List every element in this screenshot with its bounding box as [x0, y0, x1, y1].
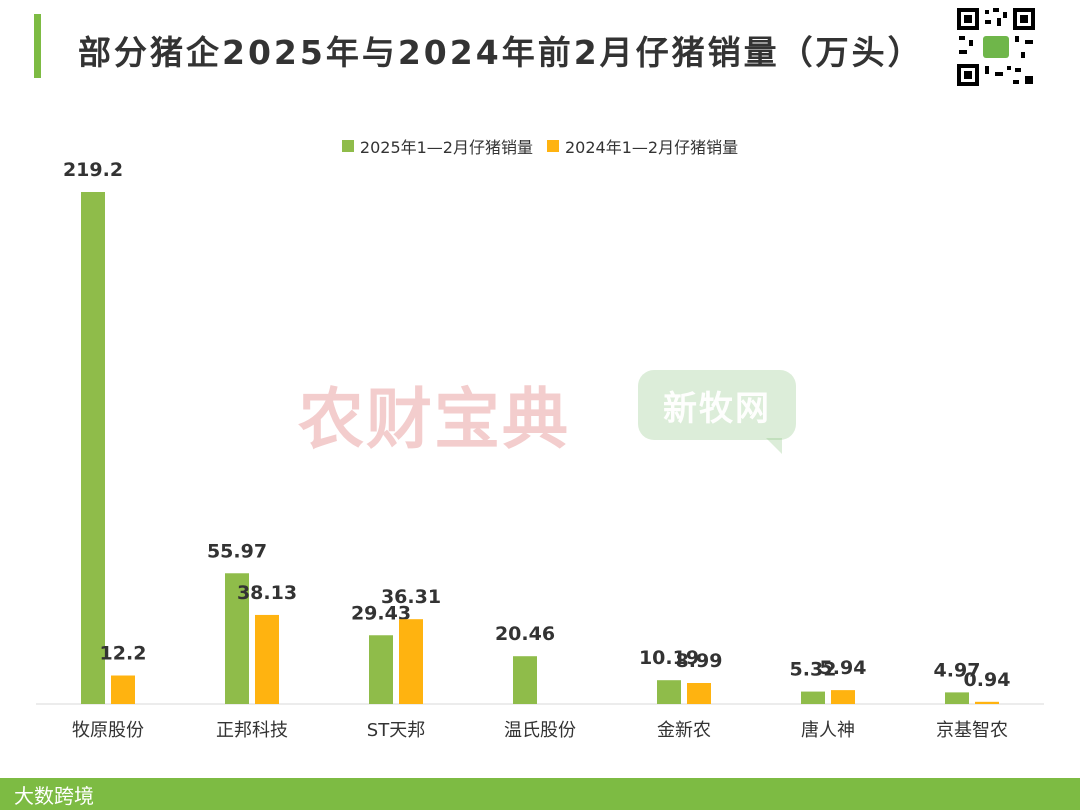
qr-code-icon — [955, 6, 1037, 88]
data-label: 12.2 — [100, 643, 147, 665]
data-label: 5.32 — [790, 659, 837, 681]
x-tick-label: ST天邦 — [367, 720, 425, 741]
legend-swatch-2024 — [547, 140, 559, 152]
legend-label-2024: 2024年1—2月仔猪销量 — [565, 138, 739, 157]
bar-2025 — [513, 656, 537, 704]
data-label: 38.13 — [237, 582, 297, 604]
bar-2025 — [945, 692, 969, 704]
data-label: 55.97 — [207, 540, 267, 562]
x-tick-label: 唐人神 — [801, 720, 855, 741]
watermark-nongcai: 农财宝典 — [298, 381, 570, 458]
x-tick-label: 温氏股份 — [504, 720, 576, 741]
chart-title: 部分猪企2025年与2024年前2月仔猪销量（万头） — [78, 33, 924, 72]
legend-item-2024: 2024年1—2月仔猪销量 — [547, 134, 738, 158]
bar-2024 — [975, 701, 999, 704]
data-label: 29.43 — [351, 602, 411, 624]
title-accent-bar — [34, 14, 41, 78]
watermark-xinmu: 新牧网 — [638, 370, 796, 454]
bar-2024 — [831, 690, 855, 704]
data-label: 4.97 — [934, 659, 981, 681]
footer-watermark: 大数跨境 — [14, 784, 94, 808]
x-tick-label: 金新农 — [657, 720, 711, 741]
data-label: 219.2 — [63, 159, 123, 181]
data-label: 0.94 — [964, 669, 1011, 691]
bar-2025 — [801, 691, 825, 704]
x-tick-label: 牧原股份 — [72, 720, 144, 741]
x-tick-label: 正邦科技 — [216, 720, 288, 741]
bar-2025 — [369, 635, 393, 704]
bar-2024 — [111, 675, 135, 704]
bar-2025 — [225, 573, 249, 704]
data-label: 10.19 — [639, 647, 699, 669]
legend-item-2025: 2025年1—2月仔猪销量 — [341, 134, 533, 158]
bar-2024 — [687, 683, 711, 704]
chart-legend: 2025年1—2月仔猪销量 2024年1—2月仔猪销量 — [0, 134, 1080, 158]
bar-2024 — [255, 614, 279, 704]
watermark-xinmu-text: 新牧网 — [663, 388, 771, 429]
data-label: 36.31 — [381, 586, 441, 608]
data-label: 20.46 — [495, 623, 555, 645]
bar-2024 — [399, 619, 423, 704]
data-label: 8.99 — [676, 650, 723, 672]
data-label: 5.94 — [820, 657, 867, 679]
legend-swatch-2025 — [341, 140, 354, 152]
bar-2025 — [81, 192, 105, 704]
legend-label-2025: 2025年1—2月仔猪销量 — [359, 138, 533, 157]
x-tick-label: 京基智农 — [936, 720, 1008, 741]
bar-2025 — [657, 680, 681, 704]
footer-bar — [0, 778, 1080, 810]
